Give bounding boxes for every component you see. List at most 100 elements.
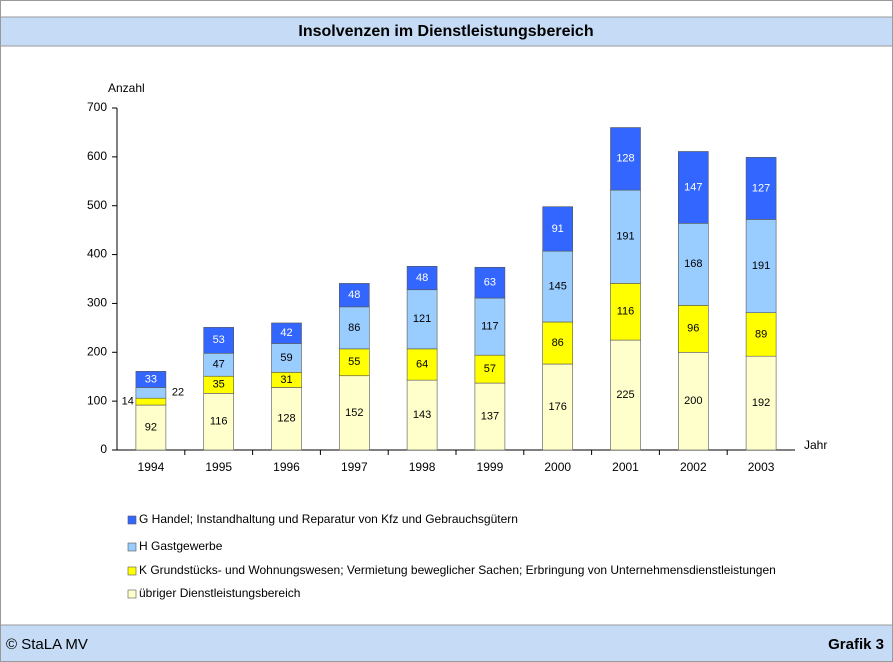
bar-label: 14 bbox=[122, 396, 134, 408]
chart-title: Insolvenzen im Dienstleistungsbereich bbox=[298, 23, 593, 40]
bar-label: 143 bbox=[413, 409, 431, 421]
bar-label: 128 bbox=[616, 153, 634, 165]
bar-label: 128 bbox=[277, 413, 295, 425]
bar-label: 63 bbox=[484, 277, 496, 289]
x-axis-label: Jahr bbox=[804, 438, 827, 452]
bar-label: 192 bbox=[752, 397, 770, 409]
bar-segment bbox=[271, 387, 302, 451]
x-tick-label: 1995 bbox=[205, 460, 232, 474]
y-tick-label: 200 bbox=[87, 344, 107, 358]
bar-label: 53 bbox=[213, 334, 225, 346]
x-tick-label: 1999 bbox=[477, 460, 504, 474]
bar-label: 191 bbox=[752, 260, 770, 272]
footer-label: Grafik 3 bbox=[828, 636, 884, 653]
legend-swatch bbox=[127, 542, 137, 552]
bar-label: 47 bbox=[213, 359, 225, 371]
bar-segment bbox=[474, 382, 506, 451]
bar-label: 22 bbox=[172, 387, 184, 399]
y-tick-label: 500 bbox=[87, 198, 107, 212]
bar-segment bbox=[610, 339, 641, 451]
footer-band bbox=[0, 624, 893, 662]
header-band bbox=[0, 16, 893, 47]
bar-label: 92 bbox=[145, 421, 157, 433]
bar-label: 86 bbox=[552, 337, 564, 349]
bar-label: 57 bbox=[484, 363, 496, 375]
y-tick-label: 100 bbox=[87, 393, 107, 407]
x-tick-label: 1998 bbox=[409, 460, 436, 474]
bar-segment bbox=[271, 322, 302, 344]
x-tick-label: 1996 bbox=[273, 460, 300, 474]
bar-label: 31 bbox=[280, 374, 292, 386]
bar-label: 200 bbox=[684, 395, 702, 407]
bar-segment bbox=[610, 283, 641, 341]
bar-label: 86 bbox=[348, 322, 360, 334]
bar-segment bbox=[135, 371, 167, 388]
bar-label: 137 bbox=[481, 410, 499, 422]
bar-segment bbox=[745, 312, 777, 357]
bar-label: 152 bbox=[345, 407, 363, 419]
y-tick-label: 300 bbox=[87, 296, 107, 310]
legend-label: K Grundstücks- und Wohnungswesen; Vermie… bbox=[139, 563, 776, 577]
bar-label: 116 bbox=[617, 306, 635, 318]
x-tick-label: 2000 bbox=[544, 460, 571, 474]
bar-label: 147 bbox=[684, 181, 702, 193]
bar-segment bbox=[406, 289, 438, 350]
bar-label: 91 bbox=[552, 223, 564, 235]
bar-label: 48 bbox=[416, 272, 428, 284]
bar-label: 168 bbox=[684, 258, 702, 270]
bar-label: 35 bbox=[213, 379, 225, 391]
bar-segment bbox=[135, 404, 167, 451]
y-tick-label: 600 bbox=[87, 149, 107, 163]
bar-label: 127 bbox=[752, 182, 770, 194]
bar-segment bbox=[745, 157, 777, 220]
bar-segment bbox=[677, 351, 709, 451]
x-tick-label: 1994 bbox=[138, 460, 165, 474]
bar-label: 55 bbox=[348, 356, 360, 368]
bar-segment bbox=[135, 397, 167, 406]
bar-label: 117 bbox=[481, 321, 499, 333]
legend-label: H Gastgewerbe bbox=[139, 539, 223, 553]
bar-label: 116 bbox=[210, 416, 228, 428]
legend-label: übriger Dienstleistungsbereich bbox=[139, 586, 300, 600]
bar-segment bbox=[677, 151, 709, 224]
footer-source: © StaLA MV bbox=[6, 636, 88, 653]
bar-segment bbox=[338, 283, 370, 308]
bar-segment bbox=[542, 363, 574, 451]
bar-segment bbox=[542, 321, 574, 365]
x-tick-label: 2001 bbox=[612, 460, 639, 474]
legend-label: G Handel; Instandhaltung und Reparatur v… bbox=[139, 512, 518, 526]
y-tick-label: 400 bbox=[87, 247, 107, 261]
bar-segment bbox=[745, 355, 777, 451]
bar-label: 96 bbox=[687, 323, 699, 335]
bar-segment bbox=[745, 219, 777, 314]
bar-segment bbox=[271, 343, 302, 373]
bar-label: 176 bbox=[549, 401, 567, 413]
bar-label: 42 bbox=[280, 327, 292, 339]
y-tick-label: 700 bbox=[87, 100, 107, 114]
y-tick-label: 0 bbox=[100, 442, 107, 456]
bar-label: 64 bbox=[416, 358, 428, 370]
legend-swatch bbox=[127, 515, 137, 525]
bar-segment bbox=[542, 250, 574, 323]
bar-label: 145 bbox=[549, 280, 567, 292]
bar-label: 225 bbox=[616, 389, 634, 401]
bar-segment bbox=[474, 266, 506, 299]
x-tick-label: 1997 bbox=[341, 460, 368, 474]
bar-segment bbox=[135, 387, 167, 399]
bar-label: 89 bbox=[755, 328, 767, 340]
x-tick-label: 2002 bbox=[680, 460, 707, 474]
legend-swatch bbox=[127, 589, 137, 599]
bar-segment bbox=[406, 348, 438, 381]
y-axis-label: Anzahl bbox=[108, 81, 145, 95]
x-tick-label: 2003 bbox=[748, 460, 775, 474]
bar-segment bbox=[542, 206, 574, 252]
legend-swatch bbox=[127, 566, 137, 576]
bar-label: 48 bbox=[348, 289, 360, 301]
bar-segment bbox=[203, 327, 234, 354]
bar-segment bbox=[610, 127, 641, 191]
bar-segment bbox=[406, 265, 438, 291]
bar-label: 121 bbox=[413, 313, 431, 325]
bar-label: 33 bbox=[145, 373, 157, 385]
